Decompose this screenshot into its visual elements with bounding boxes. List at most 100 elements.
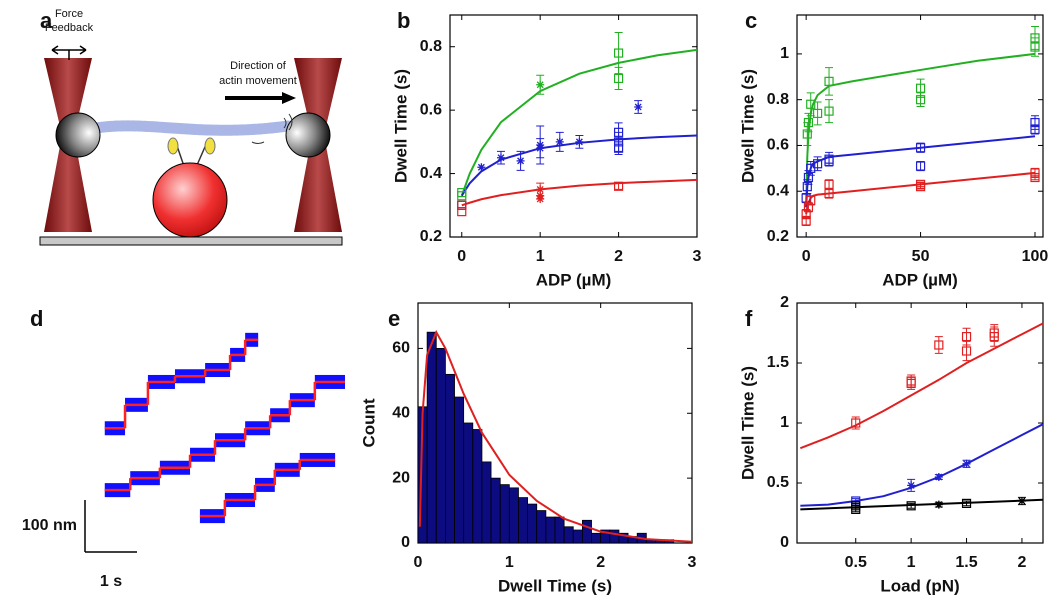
error-bar <box>825 67 834 96</box>
square-point <box>613 181 624 191</box>
y-tick-label: 0.8 <box>420 38 442 55</box>
square-point <box>851 501 861 511</box>
fit-curve <box>805 52 1036 208</box>
square-point <box>934 340 944 350</box>
error-bar <box>916 160 925 172</box>
y-axis-title: Count <box>359 398 378 447</box>
panel-letter: f <box>745 306 753 331</box>
star-point <box>934 473 943 481</box>
star-point <box>536 80 545 89</box>
scale-bar-label: 100 nm <box>22 517 77 534</box>
histogram-bar <box>591 532 602 544</box>
star-point <box>536 194 545 203</box>
y-tick-label: 0.6 <box>420 101 442 118</box>
error-bar <box>990 324 999 342</box>
myosin-head <box>204 137 216 155</box>
square-point <box>915 83 926 93</box>
square-point <box>824 156 834 167</box>
error-bar <box>614 66 623 91</box>
force-arrow <box>51 45 87 60</box>
square-point <box>961 346 972 356</box>
x-tick-label: 1 <box>536 248 545 265</box>
error-bar <box>916 183 925 190</box>
fit-curve <box>800 423 1044 507</box>
x-tick-label: 2 <box>1017 554 1026 571</box>
square-point <box>824 106 834 116</box>
square-point <box>806 99 816 109</box>
y-axis-title: Dwell Time (s) <box>391 69 410 183</box>
square-point <box>906 501 916 511</box>
x-tick-label: 2 <box>596 554 605 571</box>
square-point <box>824 188 834 199</box>
square-point <box>961 498 972 508</box>
histogram-bar <box>582 519 592 544</box>
error-bar <box>1030 37 1039 57</box>
histogram-bar <box>435 348 446 544</box>
error-bar <box>851 502 860 509</box>
histogram-bar <box>554 516 565 544</box>
fit-curve <box>461 178 698 207</box>
y-tick-label: 1.5 <box>767 354 789 371</box>
square-point <box>457 188 467 198</box>
y-tick-label: 2 <box>780 294 789 311</box>
direction-arrowhead <box>282 92 296 104</box>
error-bar <box>825 179 834 190</box>
plot-frame <box>796 14 1044 238</box>
square-point <box>1030 124 1040 135</box>
histogram-bar <box>563 526 574 544</box>
x-tick-label: 1 <box>907 554 916 571</box>
y-tick-label: 0.6 <box>767 137 789 154</box>
x-tick-label: 3 <box>693 248 702 265</box>
histogram-bar <box>572 529 583 544</box>
histogram-bar <box>463 422 474 544</box>
x-tick-label: 50 <box>912 248 930 265</box>
y-tick-label: 0.2 <box>420 228 442 245</box>
x-tick-label: 1.5 <box>955 554 977 571</box>
square-point <box>851 418 861 428</box>
y-tick-label: 60 <box>392 340 410 357</box>
histogram-bar <box>527 503 538 544</box>
star-point <box>1017 497 1026 505</box>
histogram-bar <box>472 429 483 544</box>
actin-filament <box>90 120 294 136</box>
square-point <box>806 195 816 205</box>
star-point <box>477 163 486 172</box>
force-label: Feedback <box>45 22 94 34</box>
star-point <box>962 459 971 468</box>
histogram-bar <box>508 487 519 544</box>
square-point <box>613 143 624 153</box>
square-point <box>801 209 811 219</box>
myosin-head <box>167 137 179 155</box>
error-bar <box>962 500 971 507</box>
panel-letter: e <box>388 306 400 331</box>
x-tick-label: 2 <box>614 248 623 265</box>
x-tick-label: 3 <box>688 554 697 571</box>
force-label: Force <box>55 8 83 20</box>
y-tick-label: 0.5 <box>767 474 789 491</box>
error-bar <box>1030 174 1039 181</box>
plot-frame <box>449 14 698 238</box>
square-point <box>613 48 624 58</box>
histogram-bar <box>481 461 492 544</box>
star-point <box>555 137 564 146</box>
y-tick-label: 1 <box>780 414 789 431</box>
y-axis-title: Dwell Time (s) <box>738 69 757 183</box>
histogram-bar <box>499 484 510 544</box>
direction-label: actin movement <box>219 75 297 87</box>
star-point <box>516 156 525 165</box>
square-point <box>457 200 467 210</box>
x-axis-title: Dwell Time (s) <box>498 576 612 595</box>
square-point <box>989 328 999 338</box>
schematic: a Force Feedback Direction of actin move… <box>39 8 343 246</box>
x-tick-label: 0 <box>457 248 466 265</box>
panel-letter: c <box>745 8 757 33</box>
square-point <box>812 159 823 169</box>
star-point <box>907 481 916 490</box>
y-tick-label: 40 <box>392 404 410 421</box>
x-tick-label: 1 <box>505 554 514 571</box>
error-bar <box>916 92 925 108</box>
x-tick-label: 0.5 <box>845 554 867 571</box>
error-bar <box>813 101 822 126</box>
bead <box>55 112 101 158</box>
square-point <box>915 95 926 105</box>
